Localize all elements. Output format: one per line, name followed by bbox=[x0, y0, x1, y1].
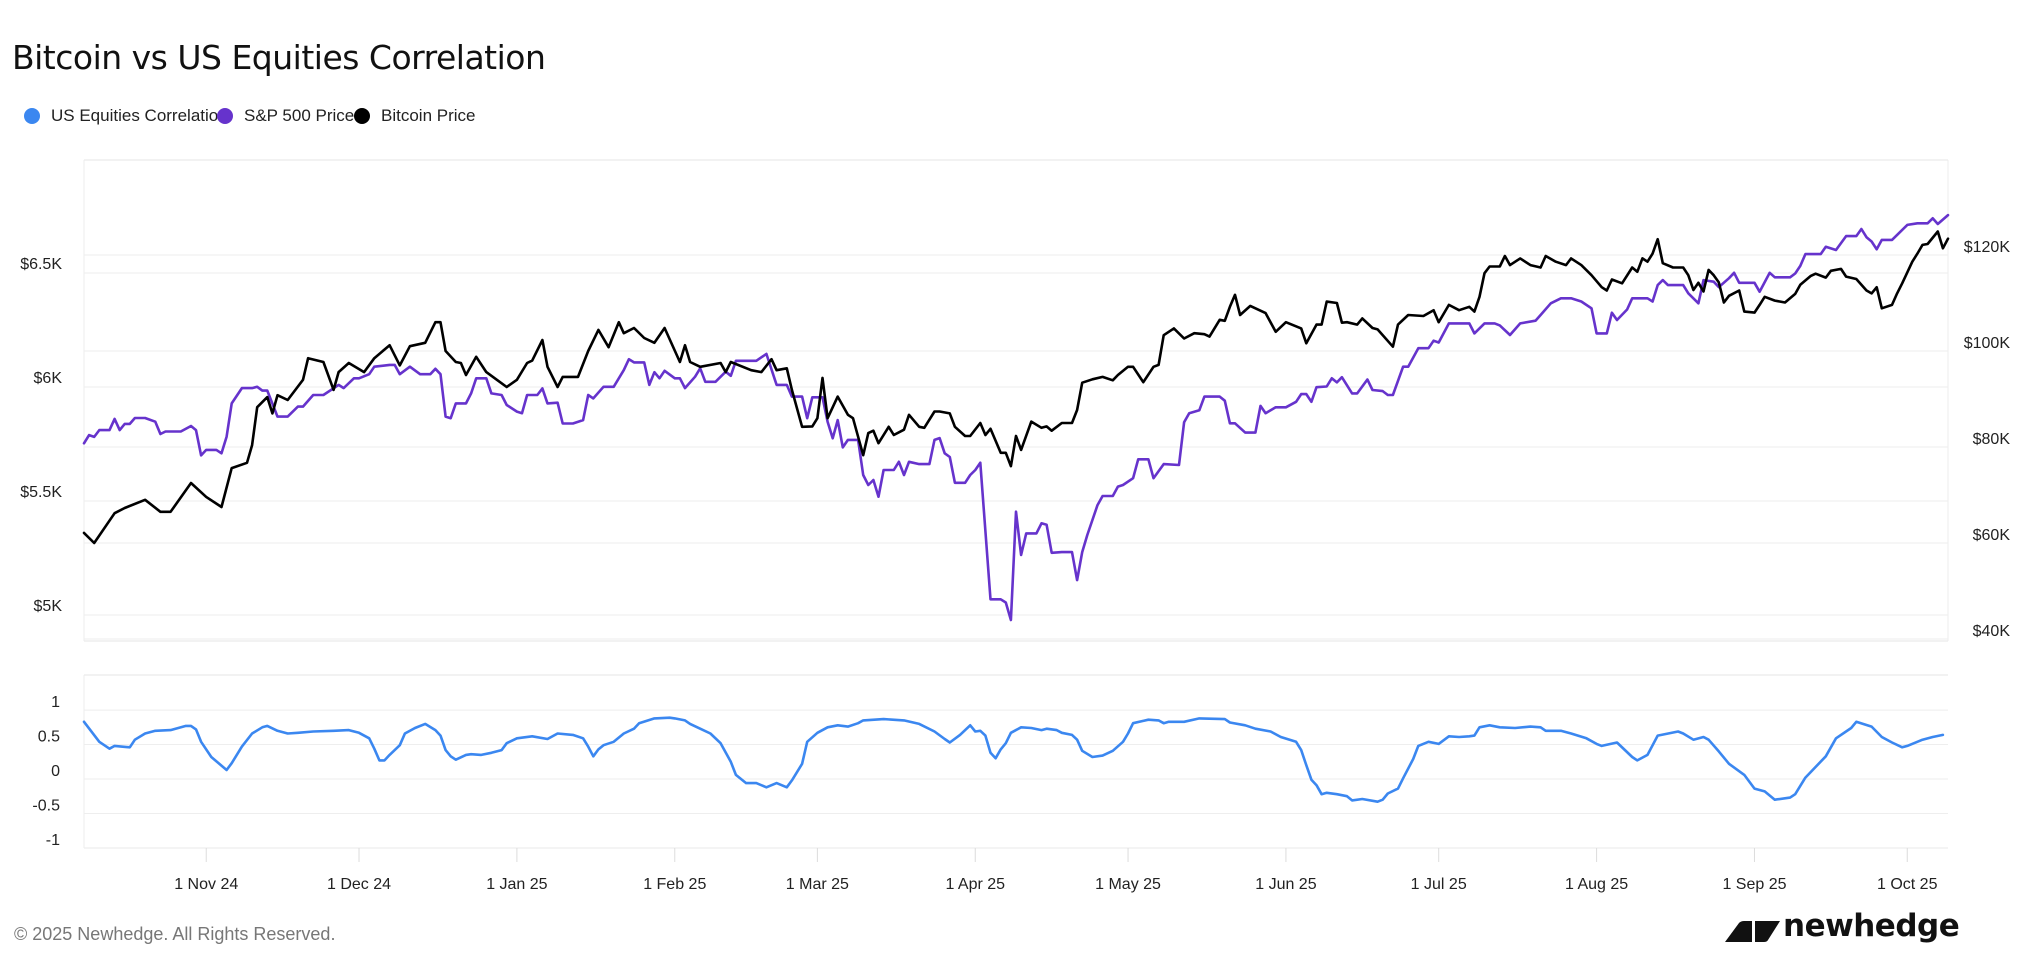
x-tick-label: 1 Oct 25 bbox=[1877, 876, 1938, 893]
sp500-price-line bbox=[82, 213, 1950, 622]
logo-text: newhedge bbox=[1783, 908, 1960, 944]
y-left-tick-label: $5K bbox=[34, 598, 63, 615]
legend-item-bitcoin[interactable]: Bitcoin Price bbox=[354, 106, 475, 126]
series-lines bbox=[82, 213, 1950, 803]
us-equities-correlation-line bbox=[82, 716, 1945, 803]
y-right-tick-label: $60K bbox=[1973, 527, 2011, 544]
x-tick-label: 1 Jan 25 bbox=[486, 876, 547, 893]
bitcoin-price-line bbox=[82, 230, 1950, 545]
y-right-tick-label: $40K bbox=[1973, 623, 2011, 640]
y-left-tick-label: $6K bbox=[34, 370, 63, 387]
x-tick-label: 1 Feb 25 bbox=[643, 876, 706, 893]
x-tick-label: 1 Jul 25 bbox=[1411, 876, 1467, 893]
x-tick-label: 1 Aug 25 bbox=[1565, 876, 1628, 893]
y-right-tick-label: $120K bbox=[1964, 239, 2011, 256]
x-tick-label: 1 Dec 24 bbox=[327, 876, 391, 893]
y-right-tick-label: $80K bbox=[1973, 431, 2011, 448]
legend-dot-icon bbox=[354, 108, 370, 124]
chart-title: Bitcoin vs US Equities Correlation bbox=[12, 38, 546, 77]
legend-dot-icon bbox=[217, 108, 233, 124]
y-left-tick-label: $5.5K bbox=[20, 484, 62, 501]
newhedge-logo-icon bbox=[1725, 921, 1780, 942]
y-correlation-tick-label: 0 bbox=[51, 763, 60, 780]
x-tick-label: 1 Mar 25 bbox=[786, 876, 849, 893]
legend-label: S&P 500 Price bbox=[244, 106, 355, 125]
axes: $6.5K $6K $5.5K $5K $120K $100K $80K $60K $40K 1 0… bbox=[20, 239, 2010, 893]
gridlines bbox=[83, 159, 1949, 862]
legend-item-correlation[interactable]: US Equities Correlation bbox=[24, 106, 228, 126]
legend-item-sp500[interactable]: S&P 500 Price bbox=[217, 106, 354, 126]
y-correlation-tick-label: -0.5 bbox=[32, 797, 60, 814]
legend: US Equities Correlation S&P 500 Price Bi… bbox=[0, 106, 700, 128]
x-tick-label: 1 Jun 25 bbox=[1255, 876, 1316, 893]
x-tick-label: 1 Apr 25 bbox=[945, 876, 1005, 893]
legend-dot-icon bbox=[24, 108, 40, 124]
y-correlation-tick-label: 1 bbox=[51, 694, 60, 711]
y-correlation-tick-label: -1 bbox=[46, 832, 60, 849]
y-correlation-tick-label: 0.5 bbox=[38, 729, 60, 746]
x-tick-label: 1 Sep 25 bbox=[1722, 876, 1786, 893]
copyright-footer: © 2025 Newhedge. All Rights Reserved. bbox=[14, 924, 336, 944]
x-tick-label: 1 May 25 bbox=[1095, 876, 1161, 893]
legend-label: US Equities Correlation bbox=[51, 106, 228, 125]
legend-label: Bitcoin Price bbox=[381, 106, 476, 125]
y-left-tick-label: $6.5K bbox=[20, 256, 62, 273]
y-right-tick-label: $100K bbox=[1964, 335, 2011, 352]
newhedge-logo[interactable]: newhedge bbox=[1722, 908, 1960, 954]
x-tick-label: 1 Nov 24 bbox=[174, 876, 238, 893]
